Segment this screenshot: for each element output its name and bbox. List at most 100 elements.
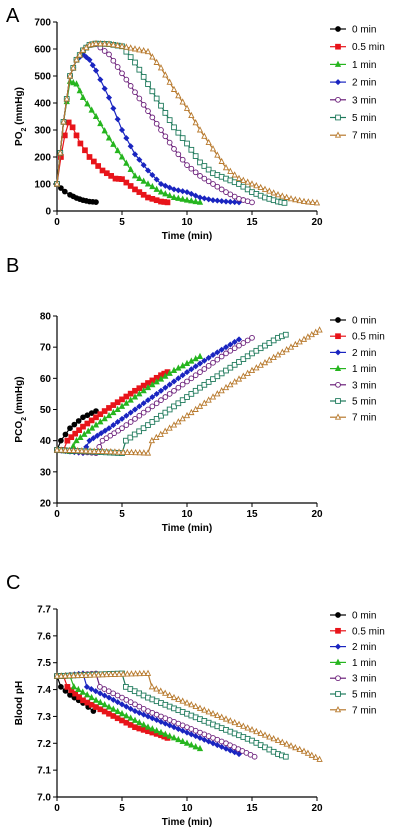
data-point [157,180,165,188]
data-point [127,409,134,416]
data-point [118,42,126,49]
data-point [227,347,234,354]
data-point [279,192,286,199]
data-point [110,402,117,408]
data-point [192,197,199,205]
data-point [162,133,169,140]
data-point [153,400,160,407]
chart-panel-A: A 0 100 200 300 400 500 600 700 0 5 10 15 20 Time (min… [6,5,385,242]
data-point [61,132,68,139]
data-point [192,192,199,199]
data-point [153,185,160,192]
data-point [249,334,255,341]
data-point [171,403,177,410]
data-point [175,735,182,743]
data-point [166,732,173,739]
data-point [296,338,303,345]
data-point [209,709,217,717]
data-point [105,703,113,710]
data-point [166,722,173,729]
data-point [184,140,190,147]
data-point [97,119,104,127]
data-point [223,189,229,195]
legend-marker [335,333,341,340]
data-point [61,188,68,195]
data-point [88,685,95,693]
legend-label: 2 min [352,78,376,89]
data-point [209,393,217,400]
data-point [107,670,114,678]
data-point [218,713,225,720]
data-point [57,149,64,156]
data-point [227,747,234,754]
data-point [70,683,78,690]
y-tick-label: 0 [45,207,51,218]
data-point [274,351,282,358]
data-point [205,379,212,385]
data-point [170,724,178,731]
data-point [192,118,199,126]
x-tick-label: 0 [54,803,60,814]
data-point [166,191,173,199]
data-point [84,691,91,698]
data-point [123,76,130,83]
data-point [235,720,243,727]
data-point [90,435,97,442]
data-point [127,390,134,397]
data-point [170,734,178,741]
data-point [227,341,234,348]
data-point [65,119,72,126]
data-point [218,353,225,360]
data-point [205,196,212,203]
data-point [270,735,277,742]
data-point [140,711,147,718]
data-point [153,726,160,734]
data-point [93,408,99,414]
data-point [131,708,139,715]
data-point [73,80,80,87]
data-point [149,419,156,425]
data-point [171,124,177,131]
series-line [56,42,318,204]
data-point [79,93,87,101]
data-point [192,405,199,412]
data-point [144,167,152,174]
data-point [184,378,190,385]
data-point [283,345,290,353]
data-point [214,197,221,204]
data-point [105,688,112,695]
data-point [92,688,99,695]
data-point [175,151,182,158]
data-point [197,369,203,375]
data-point [292,340,299,348]
data-point [192,387,199,394]
data-point [144,383,152,391]
data-point [86,437,93,444]
data-point [214,711,221,718]
y-tick-label: 7.5 [37,658,51,669]
data-point [58,185,64,191]
data-point [84,100,91,107]
data-point [231,718,238,726]
data-point [96,444,103,450]
series-3-min [54,670,258,760]
data-point [69,124,76,131]
data-point [123,412,130,419]
legend-label: 0 min [352,25,376,36]
data-point [196,402,204,409]
data-point [201,132,208,139]
data-point [58,672,65,679]
data-point [106,51,112,58]
data-point [218,157,225,164]
data-point [166,184,173,191]
data-point [188,357,195,364]
data-point [99,670,106,678]
data-point [127,714,134,721]
x-tick-label: 5 [119,509,125,520]
data-point [119,694,125,701]
data-point [92,39,100,47]
data-point [115,427,121,434]
legend-marker [335,43,341,50]
data-point [144,669,152,676]
data-point [175,400,182,407]
